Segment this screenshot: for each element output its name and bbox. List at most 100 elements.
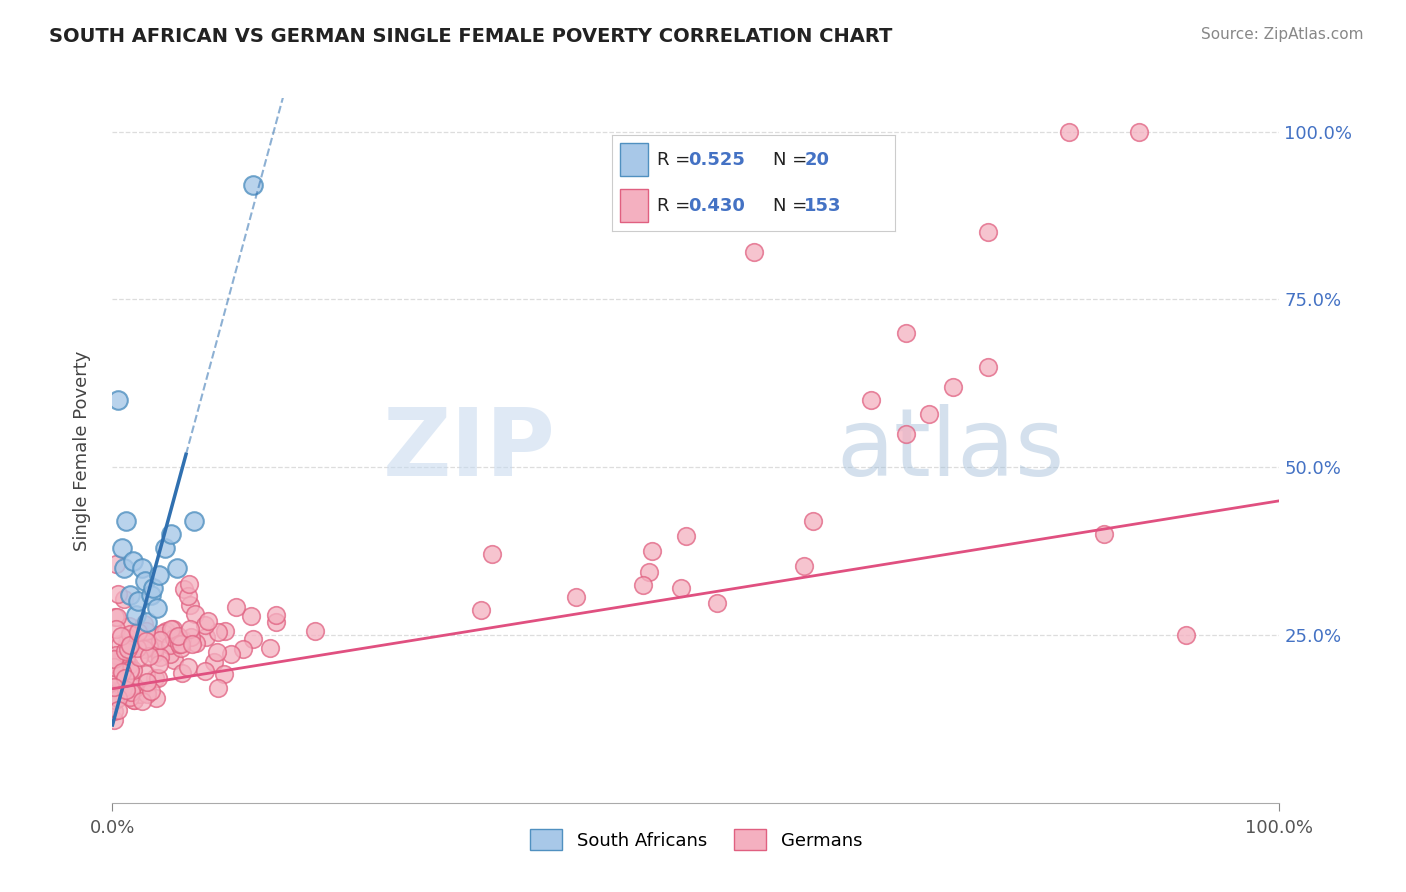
Point <box>183 514 205 528</box>
Point <box>111 651 134 665</box>
Point <box>146 672 169 686</box>
Point <box>117 632 139 646</box>
Point <box>125 607 148 622</box>
Point <box>115 514 138 528</box>
Point <box>107 654 129 668</box>
Point <box>110 657 132 672</box>
Point <box>143 671 166 685</box>
Point <box>242 632 264 647</box>
Point <box>159 647 181 661</box>
Point <box>264 615 287 630</box>
Point <box>103 681 125 695</box>
Point <box>170 641 193 656</box>
Legend: South Africans, Germans: South Africans, Germans <box>523 822 869 857</box>
Text: 153: 153 <box>804 196 842 215</box>
Point <box>976 225 998 239</box>
Point <box>179 622 201 636</box>
Point <box>134 642 156 657</box>
Point <box>744 245 766 260</box>
Point <box>184 607 207 621</box>
Point <box>195 630 218 644</box>
Point <box>801 514 824 528</box>
Point <box>122 678 145 692</box>
Point <box>103 659 125 673</box>
Point <box>264 607 287 622</box>
Point <box>240 609 263 624</box>
Point <box>179 598 201 612</box>
Point <box>894 426 917 441</box>
Point <box>103 704 125 718</box>
Point <box>180 630 202 644</box>
Point <box>170 665 193 680</box>
Point <box>107 672 129 686</box>
Point <box>675 529 697 543</box>
Point <box>259 640 281 655</box>
Point <box>139 684 162 698</box>
Text: 20: 20 <box>804 151 830 169</box>
Point <box>177 589 200 603</box>
Point <box>135 687 157 701</box>
Point <box>122 663 145 677</box>
Point <box>120 638 142 652</box>
Point <box>105 557 128 571</box>
Point <box>860 393 883 408</box>
Point <box>152 626 174 640</box>
Point <box>304 624 326 638</box>
Point <box>242 178 264 193</box>
Text: N =: N = <box>773 196 813 215</box>
Point <box>205 645 228 659</box>
Point <box>179 577 201 591</box>
Point <box>117 636 139 650</box>
Point <box>918 407 941 421</box>
Point <box>111 650 134 665</box>
Point <box>139 588 162 602</box>
Text: SOUTH AFRICAN VS GERMAN SINGLE FEMALE POVERTY CORRELATION CHART: SOUTH AFRICAN VS GERMAN SINGLE FEMALE PO… <box>49 27 893 45</box>
Point <box>107 393 129 408</box>
Point <box>128 624 150 638</box>
Point <box>117 641 139 656</box>
Point <box>148 657 170 671</box>
Point <box>104 648 127 662</box>
Text: N =: N = <box>773 151 813 169</box>
Point <box>120 639 142 653</box>
Point <box>194 618 217 632</box>
Point <box>177 660 200 674</box>
Text: ZIP: ZIP <box>382 404 555 497</box>
Point <box>117 637 139 651</box>
Point <box>111 541 134 555</box>
Point <box>207 625 229 640</box>
Point <box>118 657 141 672</box>
Point <box>633 578 655 592</box>
Point <box>108 684 131 698</box>
Point <box>115 682 138 697</box>
Point <box>193 664 215 678</box>
Point <box>131 693 153 707</box>
Point <box>115 650 138 665</box>
Point <box>135 667 157 681</box>
Point <box>107 703 129 717</box>
Point <box>1094 527 1116 541</box>
Point <box>145 690 167 705</box>
Point <box>135 633 157 648</box>
Point <box>159 638 181 652</box>
Text: Source: ZipAtlas.com: Source: ZipAtlas.com <box>1201 27 1364 42</box>
Point <box>976 359 998 374</box>
Point <box>894 326 917 340</box>
Point <box>155 624 177 639</box>
Point <box>118 678 141 692</box>
Point <box>136 675 159 690</box>
Point <box>131 561 153 575</box>
Point <box>103 713 125 727</box>
Point <box>134 617 156 632</box>
Y-axis label: Single Female Poverty: Single Female Poverty <box>73 351 91 550</box>
Point <box>104 674 127 689</box>
Point <box>153 541 176 555</box>
Bar <box>620 189 648 222</box>
Point <box>167 637 190 651</box>
Point <box>232 642 254 657</box>
Point <box>564 590 586 604</box>
Point <box>1128 125 1150 139</box>
Point <box>669 581 692 595</box>
Point <box>120 685 142 699</box>
Point <box>202 655 225 669</box>
